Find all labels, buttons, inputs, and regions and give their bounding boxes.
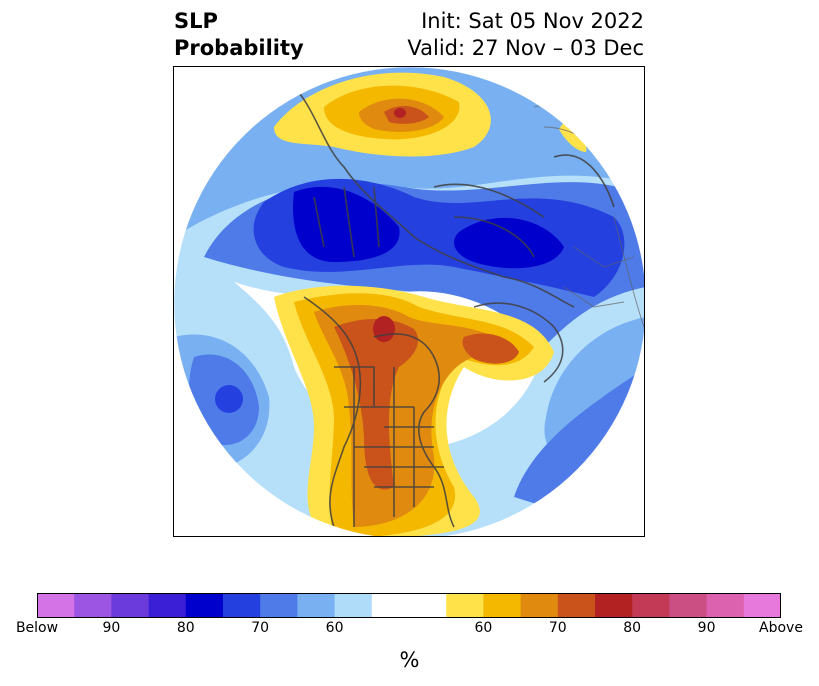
colorbar-segment	[409, 593, 447, 618]
colorbar-segment	[334, 593, 373, 618]
colorbar-segment	[632, 593, 670, 618]
colorbar-tick-label: 70	[548, 620, 567, 636]
polar-map	[173, 66, 645, 537]
colorbar-segment	[446, 593, 484, 618]
map-dates: Init: Sat 05 Nov 2022 Valid: 27 Nov – 03…	[407, 8, 644, 62]
colorbar-segment	[260, 593, 298, 618]
map-title: SLP Probability	[174, 8, 304, 62]
colorbar-segment	[483, 593, 522, 618]
colorbar-tick-label: 60	[474, 620, 493, 636]
colorbar-segment	[111, 593, 150, 618]
colorbar-segment	[297, 593, 336, 618]
colorbar-segment	[557, 593, 596, 618]
colorbar-segment	[148, 593, 187, 618]
colorbar-segment	[223, 593, 261, 618]
colorbar-segment	[37, 593, 75, 618]
colorbar-segment	[371, 593, 410, 618]
colorbar-segment	[520, 593, 559, 618]
colorbar-tick-label: 90	[697, 620, 716, 636]
colorbar-tick-label: Below	[15, 620, 59, 636]
valid-date: Valid: 27 Nov – 03 Dec	[407, 36, 644, 60]
title-line-2: Probability	[174, 36, 304, 60]
colorbar-segment	[743, 593, 781, 618]
colorbar-tick-label: 60	[325, 620, 344, 636]
colorbar-tick-label: 70	[251, 620, 270, 636]
colorbar-ticks: Below 90 80 70 60 60 70 80 90 Above	[0, 620, 819, 640]
colorbar-tick-label: 80	[623, 620, 642, 636]
colorbar-segment	[706, 593, 745, 618]
coastlines	[293, 86, 615, 528]
title-line-1: SLP	[174, 9, 218, 33]
probability-field	[174, 67, 644, 536]
colorbar-segment	[185, 593, 224, 618]
colorbar	[37, 593, 781, 618]
colorbar-unit: %	[399, 648, 420, 672]
colorbar-segment	[595, 593, 633, 618]
map-canvas	[174, 67, 644, 536]
colorbar-segment	[669, 593, 708, 618]
init-date: Init: Sat 05 Nov 2022	[421, 9, 644, 33]
colorbar-tick-label: 90	[102, 620, 121, 636]
colorbar-tick-label: 80	[176, 620, 195, 636]
colorbar-tick-label: Above	[759, 620, 803, 636]
colorbar-segment	[74, 593, 112, 618]
